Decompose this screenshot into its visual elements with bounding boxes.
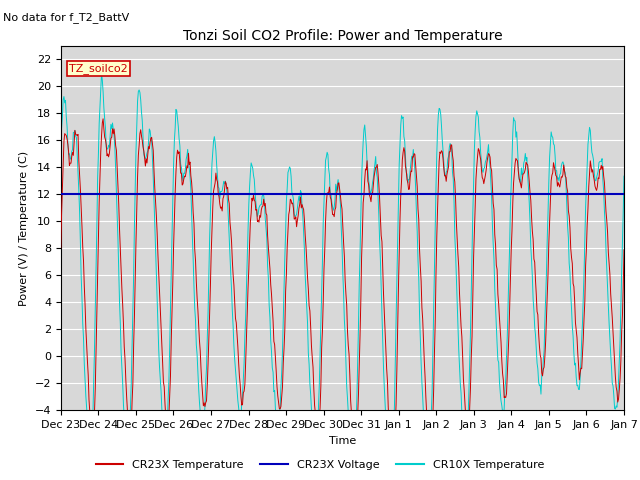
- Y-axis label: Power (V) / Temperature (C): Power (V) / Temperature (C): [19, 150, 29, 306]
- Text: TZ_soilco2: TZ_soilco2: [69, 63, 128, 74]
- Legend: CR23X Temperature, CR23X Voltage, CR10X Temperature: CR23X Temperature, CR23X Voltage, CR10X …: [91, 456, 549, 474]
- Text: No data for f_T2_BattV: No data for f_T2_BattV: [3, 12, 129, 23]
- Title: Tonzi Soil CO2 Profile: Power and Temperature: Tonzi Soil CO2 Profile: Power and Temper…: [182, 29, 502, 43]
- X-axis label: Time: Time: [329, 436, 356, 445]
